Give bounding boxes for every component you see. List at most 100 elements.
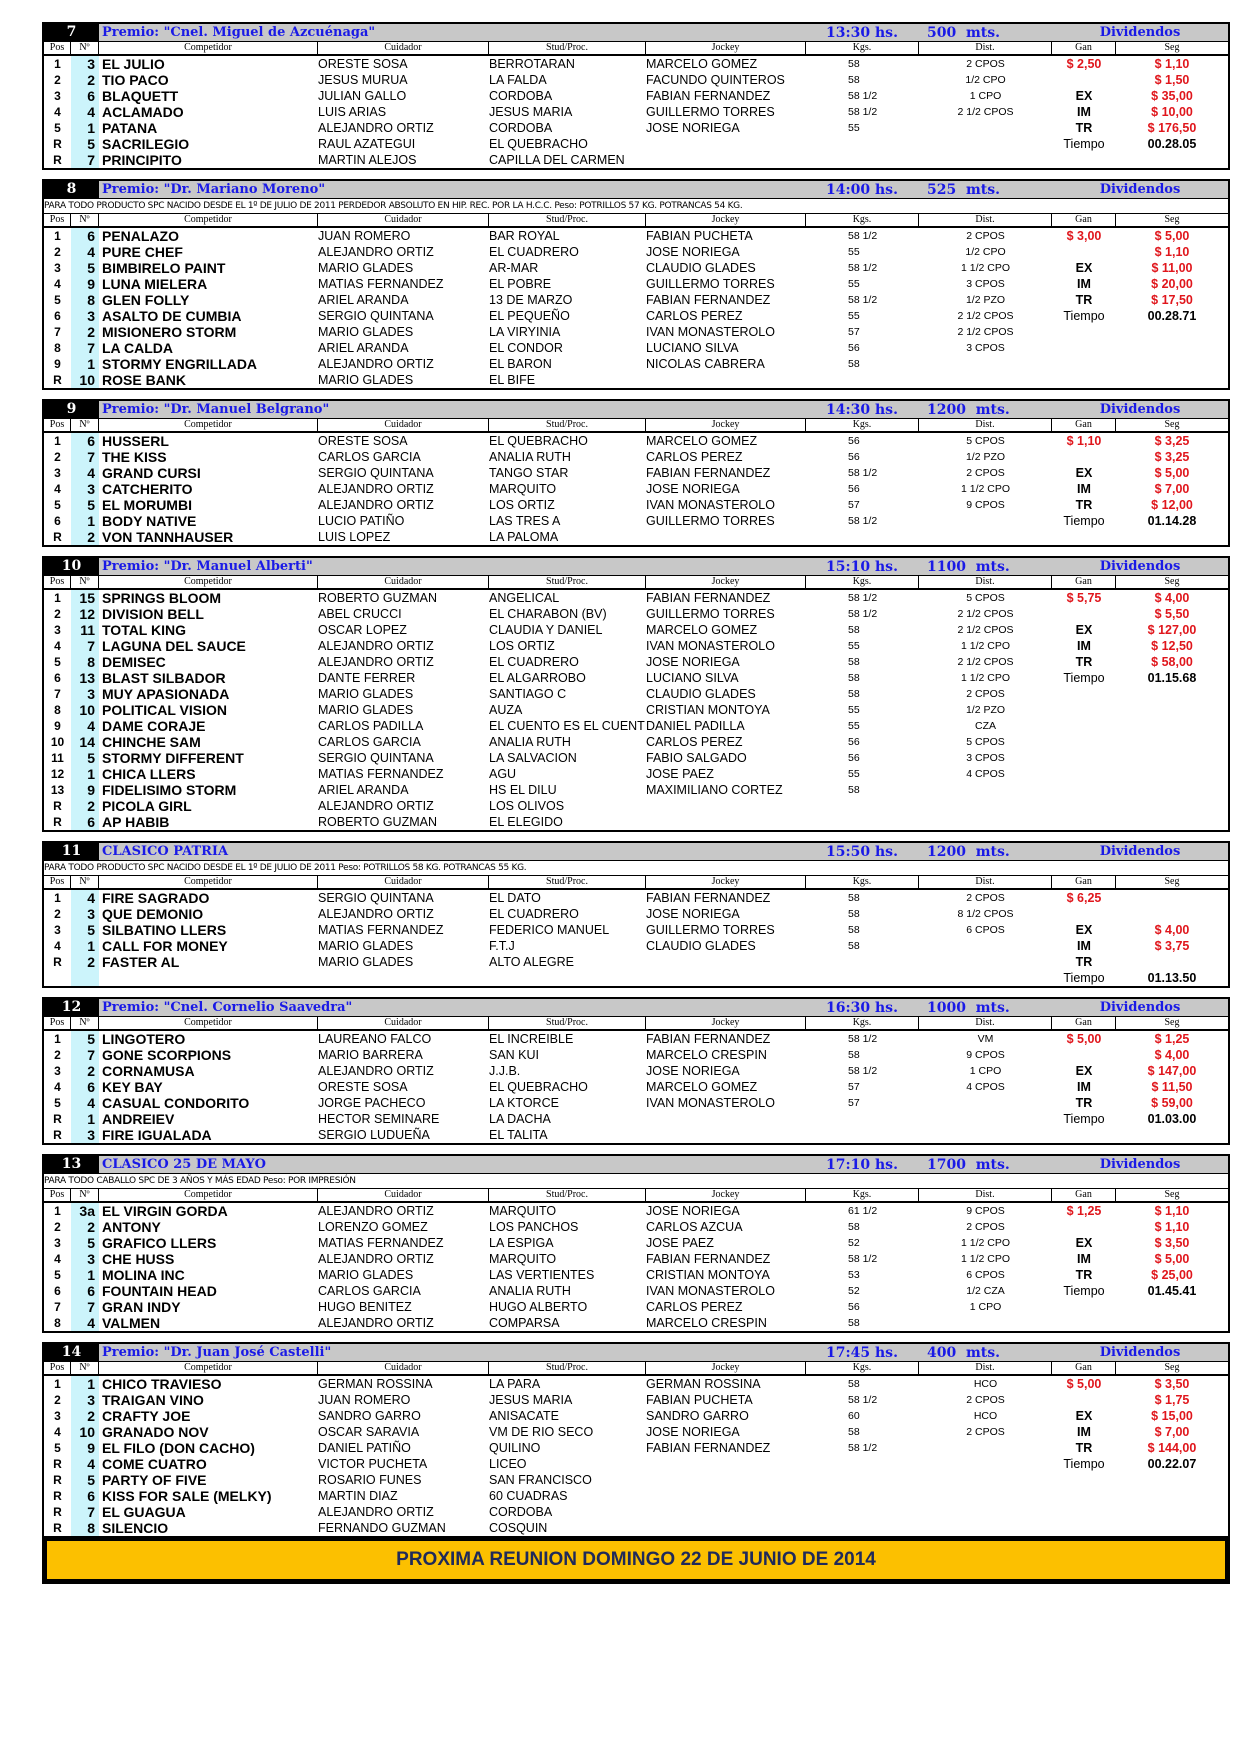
table-row: 4 9 LUNA MIELERA MATIAS FERNANDEZ EL POBRE GU…	[44, 276, 1228, 292]
place-dividend	[1116, 372, 1228, 388]
horse-name: CASUAL CONDORITO	[102, 1095, 250, 1111]
place-dividend: 01.03.00	[1147, 1112, 1197, 1126]
position: 7	[54, 687, 61, 701]
stud: ANGELICAL	[489, 591, 560, 605]
dividends-label: Dividendos	[1099, 182, 1181, 197]
place-dividend: $ 11,50	[1151, 1080, 1193, 1094]
table-row: 7 7 GRAN INDY HUGO BENITEZ HUGO ALBERTO CARLO…	[44, 1299, 1228, 1315]
trainer: MARIO GLADES	[318, 261, 414, 275]
place-dividend: $ 1,25	[1154, 1032, 1190, 1046]
distance-margin	[919, 120, 1052, 136]
program-number: 15	[71, 590, 99, 606]
trainer: ALEJANDRO ORTIZ	[318, 1505, 434, 1519]
table-row: R 6 AP HABIB ROBERTO GUZMAN EL ELEGIDO	[44, 814, 1228, 830]
distance-margin: 5 CPOS	[966, 736, 1005, 748]
table-row: 4 3 CHE HUSS ALEJANDRO ORTIZ MARQUITO FABIAN …	[44, 1251, 1228, 1267]
table-row: R 10 ROSE BANK MARIO GLADES EL BIFE	[44, 372, 1228, 388]
jockey: JOSE NORIEGA	[646, 1064, 740, 1078]
trainer: CARLOS GARCIA	[318, 735, 421, 749]
race-block: 11 CLASICO PATRIA 15:50 hs. 1200 mts. Divide…	[42, 841, 1230, 988]
weight: 58	[848, 1426, 860, 1438]
weight: 58 1/2	[848, 1253, 878, 1265]
column-header-dist: Dist.	[919, 876, 1052, 888]
trainer: MARIO GLADES	[318, 955, 414, 969]
program-number: 10	[71, 702, 99, 718]
table-row: R 1 ANDREIEV HECTOR SEMINARE LA DACHA Tiempo 0…	[44, 1111, 1228, 1127]
distance-margin	[919, 938, 1052, 954]
race-conditions: PARA TODO CABALLO SPC DE 3 AÑOS Y MÁS ED…	[44, 1174, 1228, 1189]
place-dividend: $ 20,00	[1151, 277, 1193, 291]
place-dividend	[1116, 906, 1228, 922]
stud: F.T.J	[489, 939, 515, 953]
program-number: 2	[71, 798, 99, 814]
race-results-sheet: 7 Premio: "Cnel. Miguel de Azcuénaga" 13:3…	[42, 22, 1230, 1584]
horse-name: STORMY ENGRILLADA	[102, 356, 258, 372]
win-dividend	[1052, 324, 1116, 340]
place-dividend: $ 1,10	[1154, 245, 1190, 259]
column-header-num: Nº	[71, 42, 99, 54]
jockey: IVAN MONASTEROLO	[646, 325, 775, 339]
trainer	[318, 970, 489, 986]
trainer: MARIO BARRERA	[318, 1048, 423, 1062]
position: 4	[54, 1080, 61, 1094]
place-dividend	[1116, 1127, 1228, 1143]
distance-margin	[919, 1440, 1052, 1456]
weight: 58	[848, 924, 860, 936]
trainer: ALEJANDRO ORTIZ	[318, 245, 434, 259]
position: 4	[54, 939, 61, 953]
program-number: 12	[71, 606, 99, 622]
distance-margin	[919, 782, 1052, 798]
table-row: 4 4 ACLAMADO LUIS ARIAS JESUS MARIA GUILLERMO…	[44, 104, 1228, 120]
place-dividend: $ 25,00	[1151, 1268, 1193, 1282]
jockey: FABIAN FERNANDEZ	[646, 1441, 771, 1455]
win-dividend	[1052, 449, 1116, 465]
jockey: SANDRO GARRO	[646, 1409, 749, 1423]
race-title: CLASICO PATRIA	[102, 844, 229, 859]
column-header-stud: Stud/Proc.	[489, 576, 646, 588]
jockey: CARLOS PEREZ	[646, 1300, 743, 1314]
position: 13	[50, 783, 65, 797]
dividends-label: Dividendos	[1099, 402, 1181, 417]
distance-margin: 2 CPOS	[966, 892, 1005, 904]
place-dividend	[1116, 1504, 1228, 1520]
race-header: 12 Premio: "Cnel. Cornelio Saavedra" 16:30…	[44, 999, 1228, 1017]
program-number: 2	[71, 1063, 99, 1079]
trainer: ALEJANDRO ORTIZ	[318, 357, 434, 371]
stud: EL CUENTO ES EL CUENT	[489, 719, 645, 733]
win-dividend	[1052, 529, 1116, 545]
stud: EL BARON	[489, 357, 552, 371]
weight: 58 1/2	[848, 106, 878, 118]
win-dividend	[1052, 814, 1116, 830]
column-header-cuid: Cuidador	[318, 1189, 489, 1201]
horse-name: CHICO TRAVIESO	[102, 1376, 222, 1392]
position: R	[53, 1112, 62, 1126]
jockey	[646, 1127, 806, 1143]
table-row: R 7 EL GUAGUA ALEJANDRO ORTIZ CORDOBA	[44, 1504, 1228, 1520]
table-row: 3 5 GRAFICO LLERS MATIAS FERNANDEZ LA ESPIGA…	[44, 1235, 1228, 1251]
jockey: GUILLERMO TORRES	[646, 923, 775, 937]
weight	[806, 954, 919, 970]
horse-name: CHINCHE SAM	[102, 734, 201, 750]
table-row: 4 7 LAGUNA DEL SAUCE ALEJANDRO ORTIZ LOS ORT…	[44, 638, 1228, 654]
stud: EL POBRE	[489, 277, 552, 291]
dividends-label: Dividendos	[1099, 25, 1181, 40]
position: 9	[54, 357, 61, 371]
place-dividend: $ 7,00	[1154, 482, 1190, 496]
place-dividend: $ 4,00	[1154, 591, 1190, 605]
column-header-gan: Gan	[1052, 42, 1116, 54]
dividends-label: Dividendos	[1099, 559, 1181, 574]
jockey: CARLOS PEREZ	[646, 735, 743, 749]
race-distance: 500 mts.	[927, 24, 1001, 41]
table-row: R 8 SILENCIO FERNANDO GUZMAN COSQUIN	[44, 1520, 1228, 1536]
stud: AGU	[489, 767, 517, 781]
win-dividend: TR	[1075, 1268, 1093, 1282]
column-header-dist: Dist.	[919, 214, 1052, 226]
table-row: 7 3 MUY APASIONADA MARIO GLADES SANTIAGO C CL…	[44, 686, 1228, 702]
win-dividend	[1052, 244, 1116, 260]
stud: BAR ROYAL	[489, 229, 560, 243]
win-dividend	[1052, 356, 1116, 372]
column-header-cuid: Cuidador	[318, 576, 489, 588]
stud: ANISACATE	[489, 1409, 559, 1423]
distance-margin: 1/2 PZO	[965, 451, 1006, 463]
horse-name: FIDELISIMO STORM	[102, 782, 237, 798]
